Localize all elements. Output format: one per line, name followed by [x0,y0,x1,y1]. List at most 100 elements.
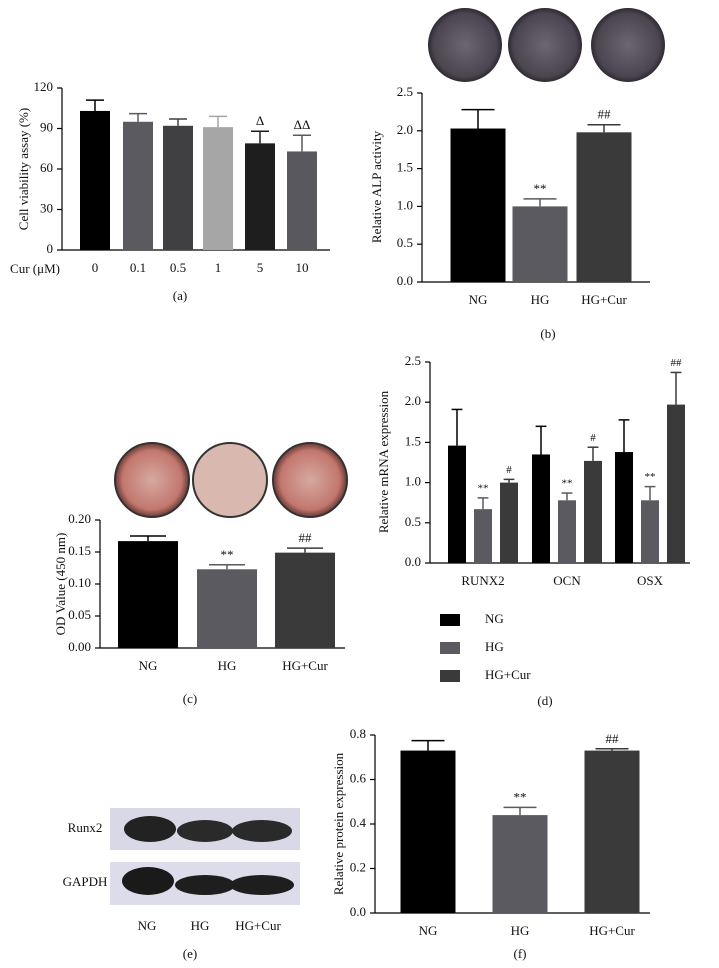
y-axis-label: Relative mRNA expression [376,390,391,533]
x-tick-label: HG+Cur [581,292,627,307]
bar [163,125,193,250]
x-tick-label: 5 [257,260,264,275]
blot-row-label: Runx2 [68,820,103,835]
y-tick-label: 120 [34,79,54,94]
y-axis-label: Cell viability assay (%) [16,108,31,230]
x-axis-label: Cur (μM) [10,261,60,276]
annotation: ## [299,530,313,545]
bar [448,445,466,563]
legend-swatch [440,670,460,682]
y-tick-label: 1.0 [405,474,421,489]
annotation: ** [221,547,234,562]
annotation: ** [645,471,656,483]
bar [80,110,110,250]
bar [584,750,640,913]
annotation: ** [478,482,489,494]
x-tick-label: OSX [637,573,664,588]
legend-swatch [440,614,460,626]
bar [558,500,576,563]
y-tick-label: 2.0 [397,122,413,137]
y-tick-label: 0 [47,241,54,256]
alp-wells [428,8,665,82]
bar [400,750,456,913]
bar [641,500,659,563]
x-tick-label: NG [139,658,158,673]
panel-label: (a) [173,288,187,303]
x-tick-label: RUNX2 [461,573,504,588]
y-tick-label: 1.5 [397,160,413,175]
annotation: # [506,464,512,476]
bar [584,460,602,563]
y-tick-label: 60 [40,160,53,175]
y-axis-label: OD Value (450 nm) [53,533,68,636]
panel-label: (b) [540,326,555,341]
y-tick-label: 0.5 [405,514,421,529]
x-tick-label: HG+Cur [589,923,635,938]
bar [576,132,632,282]
x-tick-label: HG [531,292,550,307]
x-tick-label: 1 [215,260,222,275]
panel-label: (f) [514,946,527,961]
x-tick-label: 0 [92,260,99,275]
bar [492,815,548,913]
y-tick-label: 0.0 [397,273,413,288]
y-tick-label: 0.10 [68,575,91,590]
blot-lane-label: HG [191,918,210,933]
y-tick-label: 2.5 [397,84,413,99]
blot-lane-label: NG [138,918,157,933]
bar [118,541,178,648]
y-tick-label: 0.8 [350,726,366,741]
y-axis-label: Relative ALP activity [369,130,384,243]
y-axis-label: Relative protein expression [331,752,346,895]
bar [667,404,685,563]
x-tick-label: NG [419,923,438,938]
bar [275,552,335,648]
y-tick-label: 0.6 [350,770,367,785]
y-tick-label: 1.0 [397,197,413,212]
y-tick-label: 90 [40,119,53,134]
y-tick-label: 0.4 [350,815,367,830]
annotation: ** [534,181,547,196]
x-tick-label: HG+Cur [282,658,328,673]
x-tick-label: OCN [553,573,581,588]
y-tick-label: 0.0 [405,554,421,569]
bar [500,482,518,563]
y-tick-label: 0.00 [68,639,91,654]
staining-wells [114,442,348,518]
bar [203,127,233,250]
annotation: Δ [256,113,264,128]
legend-label: NG [485,611,504,626]
annotation: # [590,432,596,444]
annotation: ## [598,107,612,122]
y-tick-label: 0.0 [350,904,366,919]
y-tick-label: 2.5 [405,353,421,368]
x-tick-label: 10 [296,260,309,275]
panel-label: (d) [537,693,552,708]
blot-lane-label: HG+Cur [235,918,281,933]
bar [197,569,257,648]
y-tick-label: 0.20 [68,511,91,526]
bar [123,121,153,250]
y-tick-label: 1.5 [405,433,421,448]
x-tick-label: HG [511,923,530,938]
legend-swatch [440,642,460,654]
bar [245,143,275,250]
bar [450,128,506,282]
x-tick-label: 0.1 [130,260,146,275]
blot-row-label: GAPDH [63,874,108,889]
y-tick-label: 30 [40,200,53,215]
bar [615,452,633,563]
legend-label: HG [485,639,504,654]
annotation: ## [671,357,683,369]
bar [287,151,317,250]
panel-label: (c) [183,691,197,706]
legend-label: HG+Cur [485,667,531,682]
x-tick-label: NG [469,292,488,307]
x-tick-label: HG [218,658,237,673]
annotation: ΔΔ [294,117,311,132]
annotation: ## [606,731,620,746]
y-tick-label: 0.5 [397,235,413,250]
y-tick-label: 0.05 [68,607,91,622]
annotation: ** [514,789,527,804]
